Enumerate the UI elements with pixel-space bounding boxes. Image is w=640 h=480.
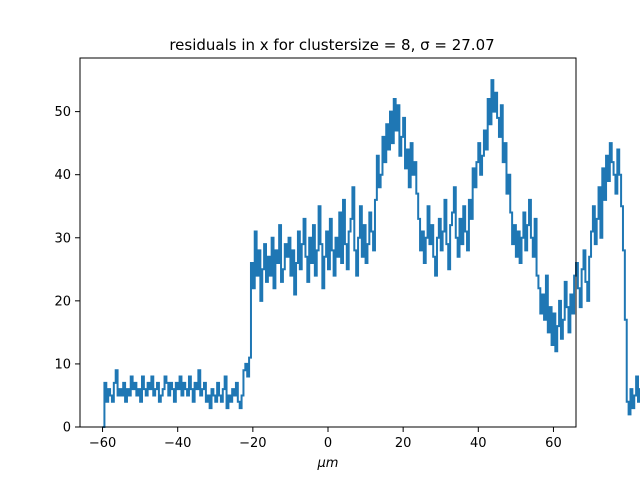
series-line-0 <box>102 79 640 428</box>
y-axis: 0 10 20 30 40 50 <box>54 105 80 436</box>
chart-title: residuals in x for clustersize = 8, σ = … <box>169 36 494 54</box>
x-tick-label: 40 <box>470 436 487 451</box>
x-axis-label: μm <box>317 456 339 471</box>
y-tick-label: 10 <box>54 357 71 372</box>
x-tick-label: 60 <box>545 436 562 451</box>
x-tick-label: 0 <box>324 436 332 451</box>
x-tick-label: −40 <box>164 436 191 451</box>
y-tick-label: 50 <box>54 105 71 120</box>
y-tick-label: 30 <box>54 231 71 246</box>
x-axis: −60 −40 −20 0 20 40 60 <box>89 427 562 451</box>
axes-frame <box>79 57 577 428</box>
x-tick-label: −20 <box>239 436 266 451</box>
y-tick-label: 0 <box>63 421 71 436</box>
y-tick-label: 40 <box>54 168 71 183</box>
y-tick-label: 20 <box>54 294 71 309</box>
plot-area <box>102 79 640 428</box>
x-tick-label: −60 <box>89 436 116 451</box>
x-tick-label: 20 <box>395 436 412 451</box>
